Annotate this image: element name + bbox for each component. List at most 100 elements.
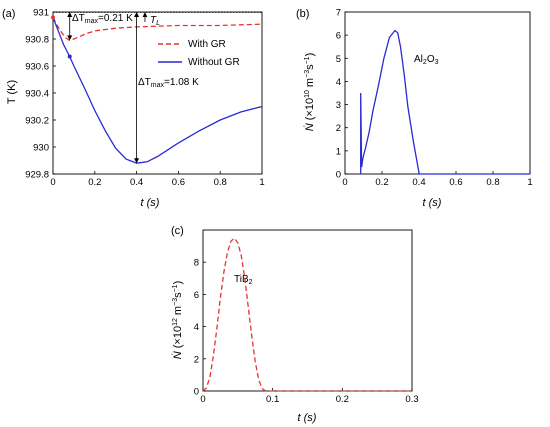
panel-b-xtick-label: 0.4: [412, 177, 425, 188]
panel-a-marker-without-gr: [67, 54, 72, 59]
panel-a-xtick-label: 0.8: [214, 177, 227, 188]
panel-b-ylabel-main: Ṅ: [304, 123, 316, 131]
ann2-sub: max: [151, 82, 165, 89]
annotation-al2o3: Al2O3: [414, 54, 439, 66]
panel-c-ylabel-prefix: (×10: [172, 326, 184, 348]
panel-a-ytick-label: 930.2: [25, 116, 49, 127]
panel-a-ytick-label: 930: [33, 143, 49, 154]
panel-a-annotation-arrowhead-bottom: [134, 158, 140, 164]
al2o3-main: Al: [414, 54, 423, 65]
panel-b-ylabel-mid2: s: [304, 64, 316, 70]
panel-b-ytick-label: 2: [336, 123, 341, 134]
ann2-main: ΔT: [138, 77, 151, 88]
panel-b-xlabel: t (s): [423, 197, 442, 209]
panel-a-annotation-arrowhead-bottom: [67, 35, 73, 41]
panel-b-ytick-label: 6: [336, 31, 341, 42]
panel-c-ylabel-exp2: −3: [172, 298, 179, 306]
svg-text:t (s): t (s): [141, 197, 160, 209]
panel-c-ytick-label: 4: [194, 322, 199, 333]
panel-a-annotation-arrowhead-top: [134, 12, 140, 17]
panel-a-ylabel: T (K): [6, 80, 18, 104]
panel-a-xtick-label: 1: [259, 177, 264, 188]
panel-a-marker-with-gr: [51, 15, 55, 20]
annotation-dtmax-without-gr: ΔTmax=1.08 K: [138, 77, 199, 89]
panel-c-ytick-label: 8: [194, 258, 199, 269]
panel-b-ylabel-exp3: −1: [304, 56, 311, 64]
panel-c-xtick-label: 0: [200, 394, 205, 405]
panel-b-series-curve: [360, 29, 530, 175]
panel-b-ylabel-suffix: ): [304, 53, 316, 57]
panel-b-axes-box: [344, 11, 531, 175]
panel-c-ytick-label: 2: [194, 354, 199, 365]
panel-b-ytick-label: 7: [336, 8, 341, 19]
panel-label-a: (a): [2, 8, 15, 20]
panel-c-axes-box: [202, 229, 413, 392]
panel-a-ytick-label: 929.8: [25, 170, 49, 181]
panel-c-ytick-label: 6: [194, 290, 199, 301]
panel-c-ylabel-mid: m: [172, 306, 184, 318]
panel-b-xtick-label: 1: [527, 177, 532, 188]
annotation-dtmax-with-gr: ΔTmax=0.21 K: [72, 13, 133, 25]
panel-b-ytick-label: 5: [336, 54, 341, 65]
panel-c-ylabel-main: Ṅ: [172, 351, 184, 359]
panel-c-ytick-label: 0: [194, 387, 199, 398]
panel-b-ytick-label: 1: [336, 146, 341, 157]
panel-a-annotation-arrowhead-top: [67, 12, 73, 17]
legend-label-without-gr: Without GR: [188, 57, 240, 68]
ann1-main: ΔT: [72, 13, 85, 24]
panel-c-xtick-label: 0.2: [336, 394, 349, 405]
tl-main: T: [150, 15, 157, 26]
panel-a-series-with-gr: [52, 17, 263, 42]
panel-a-tl-pointer-head: [142, 12, 148, 17]
legend-label-with-gr: With GR: [188, 39, 226, 50]
panel-b-ylabel-exp2: −3: [304, 70, 311, 78]
panel-a-ytick-label: 930.8: [25, 35, 49, 46]
panel-a-xtick-label: 0.6: [172, 177, 185, 188]
panel-a-xtick-label: 0: [50, 177, 55, 188]
panel-a-ytick-label: 931: [33, 8, 49, 19]
panel-a-xlabel-text: t (s): [141, 197, 160, 209]
panel-c-ylabel-mid2: s: [172, 292, 184, 298]
panel-a-ytick-label: 930.6: [25, 62, 49, 73]
panel-c-xtick-label: 0.1: [266, 394, 279, 405]
panel-label-b: (b): [296, 8, 309, 20]
panel-b-ylabel: Ṅ (×1010 m−3s−1): [304, 53, 316, 132]
panel-label-c: (c): [171, 225, 184, 237]
panel-b-xtick-label: 0: [342, 177, 347, 188]
panel-c-ylabel-exp1: 12: [172, 318, 179, 326]
panel-a-xlabel: t (s): [141, 197, 160, 209]
panel-b-ytick-label: 4: [336, 77, 341, 88]
panel-c-xtick-label: 0.3: [405, 394, 418, 405]
panel-c-xlabel: t (s): [298, 412, 317, 424]
panel-b-xtick-label: 0.2: [375, 177, 388, 188]
al2o3-sub2: 3: [435, 59, 439, 66]
panel-c-ylabel-exp3: −1: [172, 284, 179, 292]
annotation-tib2: TiB2: [234, 274, 253, 286]
tib2-main: TiB: [234, 274, 249, 285]
panel-b-ytick-label: 3: [336, 100, 341, 111]
annotation-tl: TL: [150, 15, 160, 27]
chart-marks: 0 0.2 0.4 0.6 0.8 1 929.8 930 930.2 930.4 930.6 930…: [25, 8, 532, 406]
legend-a: With GR Without GR: [158, 39, 240, 68]
panel-a-xtick-label: 0.2: [88, 177, 101, 188]
panel-a-axes-box: [52, 11, 263, 175]
ann1-rest: =0.21 K: [98, 13, 133, 24]
ann1-sub: max: [85, 18, 99, 25]
tl-sub: L: [156, 20, 160, 27]
ann2-rest: =1.08 K: [164, 77, 199, 88]
panel-a-series-without-gr: [52, 17, 263, 164]
panel-c-ylabel-suffix: ): [172, 281, 184, 285]
panel-a-ytick-label: 930.4: [25, 89, 49, 100]
al2o3-rest: O: [427, 54, 435, 65]
tib2-sub: 2: [249, 279, 253, 286]
panel-b-xtick-label: 0.8: [486, 177, 499, 188]
panel-b-ylabel-mid: m: [304, 78, 316, 90]
al2o3-sub: 2: [423, 59, 427, 66]
panel-a-xtick-label: 0.4: [130, 177, 143, 188]
panel-b-ylabel-exp1: 10: [304, 90, 311, 98]
panel-c-ylabel: Ṅ (×1012 m−3s−1): [172, 281, 184, 360]
panel-b-ytick-label: 0: [336, 170, 341, 181]
panel-b-ylabel-prefix: (×10: [304, 98, 316, 120]
panel-c-series-curve: [202, 237, 412, 392]
